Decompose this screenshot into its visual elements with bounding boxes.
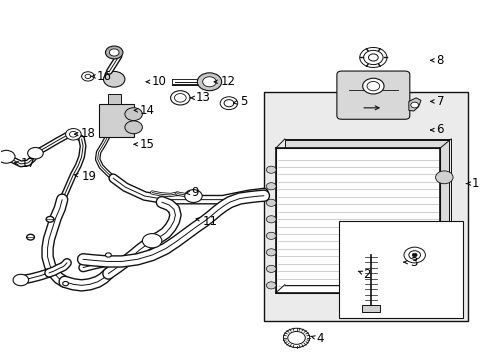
Circle shape — [410, 102, 418, 108]
Circle shape — [184, 190, 202, 203]
Circle shape — [266, 183, 276, 190]
Circle shape — [105, 46, 122, 59]
Circle shape — [266, 166, 276, 173]
Text: 5: 5 — [233, 95, 246, 108]
Circle shape — [435, 171, 452, 184]
Bar — [276, 148, 440, 293]
Bar — [362, 305, 379, 312]
Circle shape — [368, 54, 377, 61]
Circle shape — [124, 121, 142, 134]
Text: 4: 4 — [310, 333, 323, 346]
Text: 7: 7 — [430, 95, 443, 108]
Circle shape — [81, 72, 94, 81]
Circle shape — [69, 131, 77, 137]
Circle shape — [266, 216, 276, 223]
Circle shape — [85, 74, 91, 78]
Text: 12: 12 — [214, 75, 236, 88]
Circle shape — [103, 71, 124, 87]
Bar — [108, 94, 120, 104]
Circle shape — [362, 78, 383, 94]
Circle shape — [124, 108, 142, 121]
Text: 10: 10 — [146, 75, 166, 88]
Circle shape — [46, 216, 54, 222]
Polygon shape — [408, 98, 420, 111]
Circle shape — [220, 97, 237, 110]
Circle shape — [266, 282, 276, 289]
Text: 1: 1 — [466, 177, 479, 190]
Text: 6: 6 — [430, 123, 443, 136]
Circle shape — [411, 253, 416, 257]
Circle shape — [287, 332, 305, 344]
Circle shape — [224, 100, 233, 107]
Circle shape — [283, 328, 309, 347]
Text: 9: 9 — [185, 186, 198, 199]
Circle shape — [266, 199, 276, 206]
Text: 15: 15 — [134, 138, 155, 151]
Circle shape — [363, 50, 382, 64]
Bar — [99, 104, 133, 137]
Circle shape — [13, 274, 29, 286]
Circle shape — [0, 150, 15, 163]
Text: 18: 18 — [74, 127, 95, 140]
Text: 16: 16 — [91, 70, 111, 83]
Bar — [285, 140, 448, 285]
Circle shape — [197, 73, 221, 91]
Circle shape — [202, 77, 216, 87]
Text: 8: 8 — [430, 54, 443, 67]
Circle shape — [403, 247, 425, 263]
Text: 11: 11 — [196, 215, 218, 228]
Circle shape — [65, 129, 81, 140]
Circle shape — [109, 49, 119, 56]
Circle shape — [170, 91, 190, 105]
Bar — [264, 93, 467, 321]
Circle shape — [266, 249, 276, 256]
Circle shape — [359, 48, 386, 67]
Text: 19: 19 — [75, 170, 97, 183]
Circle shape — [62, 282, 68, 286]
Bar — [339, 221, 462, 318]
Text: 14: 14 — [134, 104, 155, 117]
Text: 17: 17 — [15, 157, 36, 170]
Text: 2: 2 — [358, 268, 370, 281]
FancyBboxPatch shape — [336, 71, 409, 119]
Circle shape — [105, 253, 111, 257]
Circle shape — [266, 265, 276, 273]
Circle shape — [408, 251, 420, 259]
Circle shape — [435, 248, 452, 261]
Circle shape — [266, 232, 276, 239]
Text: 3: 3 — [403, 256, 416, 269]
Circle shape — [366, 81, 379, 91]
Circle shape — [174, 94, 186, 102]
Circle shape — [142, 234, 162, 248]
Circle shape — [27, 234, 34, 240]
Text: 13: 13 — [190, 91, 210, 104]
Circle shape — [28, 148, 43, 159]
